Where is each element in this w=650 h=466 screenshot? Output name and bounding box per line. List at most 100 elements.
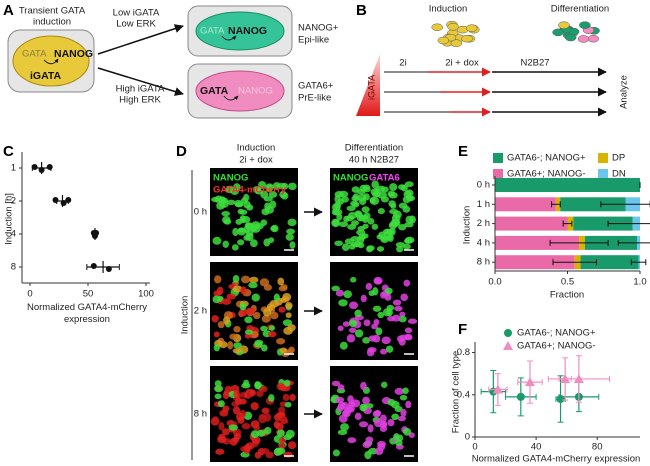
nucleus [351,186,360,193]
nucleus [211,315,219,323]
nucleus [354,412,362,421]
nucleus [214,393,222,400]
nucleus [278,406,286,414]
nucleus [348,319,357,328]
regulation-arrow [221,35,237,41]
nucleus [213,331,220,338]
nucleus [263,196,273,202]
legend-swatch [493,169,503,179]
nucleus [337,404,344,412]
nucleus [374,278,382,285]
data-point [52,197,59,203]
nucleus [367,218,375,225]
column-title: Differentiation [345,143,403,154]
nucleus [236,412,245,422]
nucleus [339,341,348,350]
gene-label: GATA [200,26,225,37]
nucleus [331,285,340,292]
y-tick-label: 0.8 [457,347,470,358]
nucleus [261,314,271,323]
nucleus [349,327,357,333]
nucleus [260,219,268,227]
nucleus [338,190,349,198]
nucleus [280,415,288,424]
nucleus [249,276,259,284]
nucleus [362,193,370,201]
nucleus [249,239,258,248]
nucleus [358,233,366,241]
nucleus [269,300,279,308]
nucleus [405,400,412,409]
nucleus [245,307,255,315]
nucleus [214,385,224,393]
nucleus [345,215,354,222]
regulation-arrow [43,58,59,65]
nucleus [390,203,397,209]
nucleus [404,181,414,188]
nucleus [217,321,225,329]
nucleus [387,398,396,406]
condition-label: Low ERK [116,19,156,30]
nucleus [258,181,267,189]
nucleus [212,416,219,424]
cell-icon [465,24,478,32]
nucleus [282,292,292,302]
nucleus [409,215,416,224]
cell-icon [437,36,450,45]
nucleus [334,194,341,204]
phase-label: Differentiation [551,4,609,15]
legend-label: DP [612,153,625,164]
nucleus [389,227,396,236]
x-tick-label: 50 [83,289,94,300]
nucleus [342,408,351,418]
nucleus [365,436,374,443]
nucleus [332,449,340,457]
nucleus [229,333,238,340]
nucleus [231,244,239,251]
y-tick-label: 4 [11,229,16,240]
x-tick-label: 100 [138,289,154,300]
gene-label: GATA [200,85,229,97]
nucleus [281,182,289,190]
regulation-arrow [223,95,239,101]
row-label: 0 h [194,207,207,218]
nucleus [399,394,408,401]
cell-icon [447,23,459,31]
data-point [492,384,503,394]
nucleus [341,196,349,203]
data-point [46,164,53,170]
x-axis-label: Fraction [550,290,584,301]
nucleus [261,407,270,414]
panel-e: E Induction Fraction GATA6+; NANOG- DP GAT… [458,143,650,301]
nucleus [381,336,391,345]
bar-segment [560,197,626,212]
legend-label: GATA6-; NANOG+ [507,153,586,164]
y-tick-label: 1 [11,163,16,174]
y-tick-label: 0.4 [457,389,470,400]
nucleus [285,312,292,319]
nucleus [280,284,288,290]
nucleus [219,199,229,208]
nucleus [351,220,359,226]
medium-label: 2i + dox [445,58,479,69]
y-axis-label: Induction [462,206,473,245]
y-tick-label: 0 h [477,180,490,191]
nucleus [268,237,275,243]
nucleus [337,325,344,332]
y-tick-label: 1 h [477,199,490,210]
nucleus [268,394,275,402]
x-tick-label: 80 [592,442,603,453]
legend-swatch [598,169,608,179]
nucleus [217,400,225,408]
y-tick-label: 2 [11,196,16,207]
condition-label: High ERK [119,95,161,106]
nucleus [399,311,406,317]
nucleus [287,218,297,227]
nucleus [356,229,366,236]
nucleus [350,276,357,283]
nucleus [244,329,253,335]
nucleus [233,390,240,399]
panel-a: A Transient GATA induction GATA NANOG iG… [3,2,339,119]
y-tick-label: 8 [11,262,16,273]
y-tick-label: 2 h [477,218,490,229]
